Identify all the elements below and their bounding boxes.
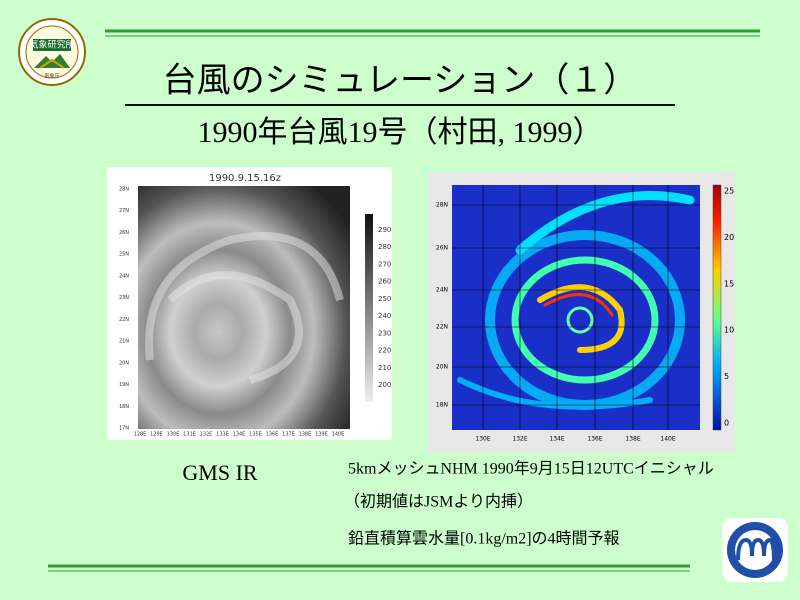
lat-label: 22N — [119, 317, 129, 323]
lon-label: 129E — [150, 432, 163, 438]
map-grid — [452, 185, 700, 430]
lat-label: 28N — [119, 187, 129, 193]
caption: 鉛直積算雲水量[0.1kg/m2]の4時間予報 — [348, 529, 620, 548]
lat-label: 21N — [119, 339, 129, 345]
lon-label: 140E — [660, 436, 675, 443]
logo-left: 気象研究所 気象庁 — [18, 18, 86, 86]
lat-label: 24N — [119, 273, 129, 279]
colorbar-label: 230 — [378, 329, 391, 337]
lon-label: 136E — [266, 432, 279, 438]
colorbar-label: 15 — [724, 279, 734, 288]
colorbar — [712, 184, 722, 431]
lat-label: 20N — [436, 364, 448, 371]
lat-label: 28N — [436, 202, 448, 209]
colorbar — [365, 214, 373, 402]
lon-label: 132E — [512, 436, 527, 443]
figure-title: 1990.9.15.16z — [209, 173, 281, 184]
lat-label: 27N — [119, 208, 129, 214]
logo-agency: 気象庁 — [44, 73, 59, 80]
subtitle: 1990年台風19号（村田, 1999） — [198, 116, 603, 149]
lat-label: 23N — [119, 295, 129, 301]
colorbar-label: 250 — [378, 295, 391, 303]
lon-label: 131E — [183, 432, 196, 438]
lon-label: 130E — [475, 436, 490, 443]
title: 台風のシミュレーション（１） — [163, 61, 638, 101]
colorbar-label: 20 — [724, 233, 734, 242]
caption: （初期値はJSMより内挿） — [344, 493, 533, 511]
lat-label: 26N — [436, 245, 448, 252]
colorbar-label: 5 — [724, 372, 729, 381]
lat-label: 22N — [436, 324, 448, 331]
lon-label: 138E — [625, 436, 640, 443]
lon-label: 128E — [134, 432, 147, 438]
colorbar-label: 290 — [378, 226, 391, 234]
colorbar-label: 270 — [378, 260, 391, 268]
colorbar-label: 260 — [378, 278, 391, 286]
lat-label: 19N — [119, 382, 129, 388]
rules — [48, 29, 760, 572]
lon-label: 130E — [167, 432, 180, 438]
lat-label: 18N — [436, 402, 448, 409]
lon-label: 138E — [299, 432, 312, 438]
lon-label: 140E — [332, 432, 345, 438]
logo-right — [722, 518, 788, 582]
colorbar-label: 210 — [378, 364, 391, 372]
lat-label: 17N — [119, 426, 129, 432]
lat-label: 24N — [436, 287, 448, 294]
lon-label: 139E — [315, 432, 328, 438]
lon-label: 134E — [233, 432, 246, 438]
caption: 5kmメッシュNHM 1990年9月15日12UTCイニシャル — [348, 460, 714, 478]
lat-label: 25N — [119, 252, 129, 258]
lat-label: 20N — [119, 360, 129, 366]
lon-label: 136E — [587, 436, 602, 443]
simulation-figure — [428, 172, 735, 452]
lat-label: 26N — [119, 230, 129, 236]
colorbar-label: 200 — [378, 381, 391, 389]
satellite-figure: 1990.9.15.16z — [107, 167, 392, 440]
colorbar-label: 10 — [724, 326, 734, 335]
satellite-image — [138, 186, 350, 429]
lon-label: 134E — [549, 436, 564, 443]
lon-label: 133E — [216, 432, 229, 438]
lat-label: 18N — [119, 404, 129, 410]
colorbar-label: 280 — [378, 243, 391, 251]
logo-name: 気象研究所 — [29, 39, 74, 51]
lon-label: 132E — [200, 432, 213, 438]
lon-label: 137E — [282, 432, 295, 438]
colorbar-label: 25 — [724, 187, 734, 196]
caption-left: GMS IR — [182, 460, 258, 485]
cloud-bands — [145, 232, 344, 384]
colorbar-label: 240 — [378, 312, 391, 320]
colorbar-label: 0 — [724, 419, 729, 428]
lon-label: 135E — [249, 432, 262, 438]
colorbar-label: 220 — [378, 347, 391, 355]
